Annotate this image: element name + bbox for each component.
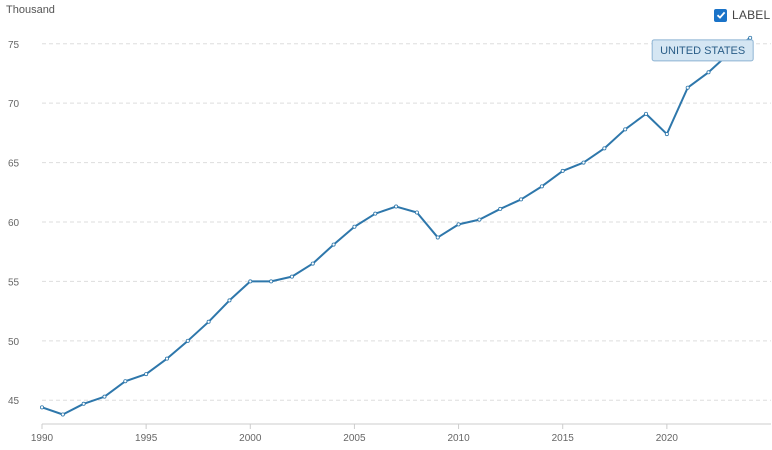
label-toggle[interactable]: LABEL [714,8,770,22]
data-point-1993 [102,394,107,399]
data-point-2000 [248,279,253,284]
data-point-1991 [60,412,65,417]
label-toggle-text: LABEL [732,8,771,22]
data-point-2018 [623,127,628,132]
data-point-2008 [414,210,419,215]
data-point-2011 [477,217,482,222]
series-tags: UNITED STATES [651,39,754,62]
data-point-2017 [602,146,607,151]
series-tag-box [651,39,754,62]
data-point-2013 [519,197,524,202]
data-point-2002 [289,274,294,279]
checkbox-checked-icon[interactable] [714,8,727,22]
data-point-2021 [685,85,690,90]
y-tick-label-50: 50 [8,337,20,348]
series-tag-label: UNITED STATES [660,45,745,57]
data-point-2010 [456,222,461,227]
y-axis-ticks: 45 50 55 60 65 70 75 [8,40,20,407]
series [40,35,753,417]
data-point-2014 [539,184,544,189]
gridlines [42,43,771,401]
data-point-1998 [206,319,211,324]
series-line-0 [41,37,751,416]
data-point-2012 [498,206,503,211]
data-point-2016 [581,160,586,165]
data-point-1992 [81,401,86,406]
data-point-2006 [373,211,378,216]
data-point-1996 [164,356,169,361]
data-point-1995 [144,372,149,377]
data-point-1999 [227,298,232,303]
x-tick-label-2000: 2000 [239,433,262,444]
data-point-1997 [185,338,190,343]
y-tick-label-55: 55 [8,277,20,288]
y-tick-label-60: 60 [8,218,20,229]
y-tick-label-70: 70 [8,99,20,110]
data-point-2020 [664,132,669,137]
data-point-2022 [706,70,711,75]
data-point-1990 [40,405,45,410]
data-point-2009 [435,235,440,240]
data-point-2004 [331,242,336,247]
x-tick-label-1995: 1995 [135,433,158,444]
data-point-2024 [748,35,753,40]
data-point-1994 [123,379,128,384]
y-tick-label-45: 45 [8,396,20,407]
data-point-2001 [269,279,274,284]
y-tick-label-75: 75 [8,40,20,51]
x-tick-label-2015: 2015 [552,433,575,444]
x-tick-label-2020: 2020 [656,433,679,444]
data-point-2005 [352,224,357,229]
data-point-2015 [560,168,565,173]
y-axis-unit-label: Thousand [6,4,55,16]
x-axis-ticks: 1990 1995 2000 2005 2010 2015 2020 [31,424,679,444]
y-tick-label-65: 65 [8,159,20,170]
x-tick-label-1990: 1990 [31,433,54,444]
data-point-2019 [644,111,649,116]
data-point-2003 [310,261,315,266]
data-point-2007 [394,204,399,209]
x-tick-label-2010: 2010 [447,433,470,444]
x-tick-label-2005: 2005 [343,433,366,444]
